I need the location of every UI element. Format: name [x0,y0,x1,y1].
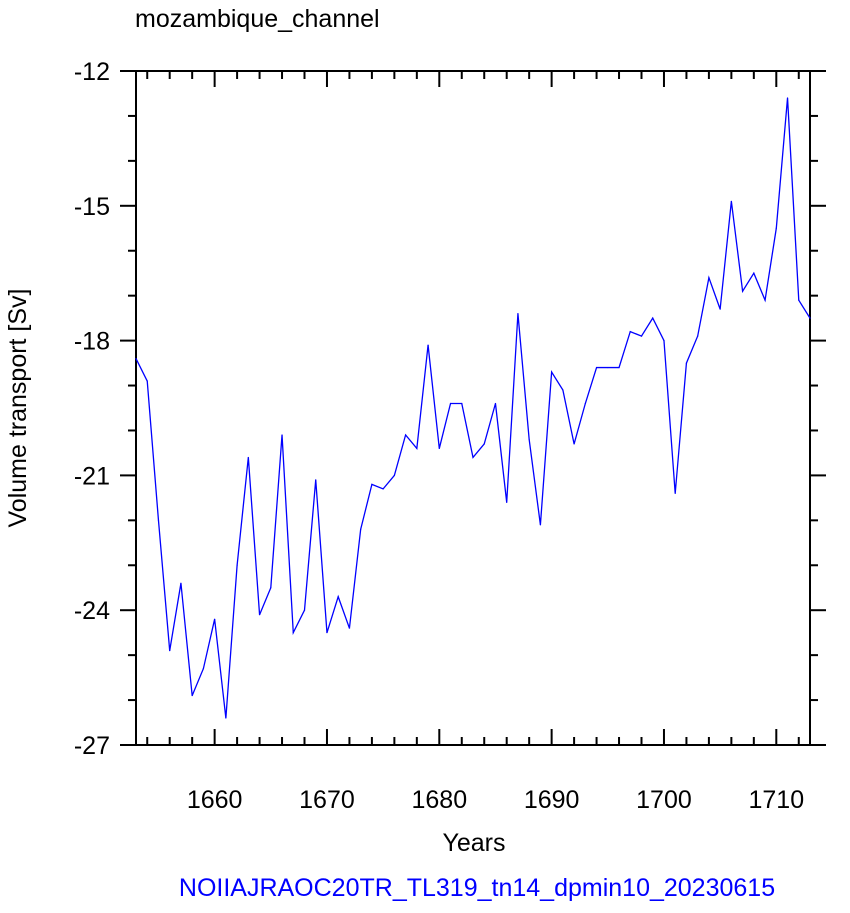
data-point [573,443,575,445]
data-point [629,331,631,333]
data-point [652,317,654,319]
x-tick-label: 1690 [524,786,580,814]
data-point [528,438,530,441]
data-point [315,479,317,481]
data-point [236,564,238,566]
data-point [202,668,204,670]
y-tick-label: -21 [74,462,110,490]
footer-text: NOIIAJRAOC20TR_TL319_tn14_dpmin10_202306… [179,874,775,902]
chart-title: mozambique_channel [135,5,380,33]
x-axis: 1660 1670 1680 1690 1700 1710 [146,71,804,814]
data-point [551,371,553,373]
data-point [764,299,766,301]
data-point [303,609,306,611]
data-point [742,290,744,292]
data-point [247,456,249,459]
data-point [640,335,643,337]
data-point [517,313,519,315]
data-point [506,501,508,503]
data-point [281,434,283,436]
data-point [472,456,474,459]
data-point [618,366,620,369]
x-tick-label: 1700 [636,786,692,814]
data-point [438,447,440,450]
data-point [214,618,216,620]
data-point [337,596,339,598]
x-tick-label: 1670 [299,786,355,814]
y-tick-label: -27 [74,732,110,760]
data-point [730,200,732,202]
data-point [663,340,665,342]
data-point [775,227,777,229]
data-point [697,335,699,337]
data-point [674,492,676,494]
data-point [135,357,137,360]
data-point [427,344,429,346]
data-point [157,519,160,521]
data-point [169,650,171,652]
data-point [753,272,755,274]
data-point [562,389,564,391]
data-point [494,402,497,405]
data-point [292,632,294,634]
x-tick-label: 1660 [187,786,243,814]
data-point [270,587,272,589]
y-tick-label: -15 [74,193,110,221]
data-point [708,277,710,279]
data-point [180,582,182,584]
y-tick-label: -12 [74,58,110,86]
y-axis: -27 -24 -21 -18 -15 -12 [74,58,826,760]
y-axis-label: Volume transport [Sv] [4,288,32,527]
y-tick-label: -18 [74,328,110,356]
data-point [786,97,789,99]
data-point [595,366,598,369]
data-point [809,317,811,319]
y-tick-label: -24 [74,597,110,625]
data-point [607,366,609,369]
data-point [382,488,384,490]
data-point [348,627,351,629]
data-point [146,380,148,382]
data-point [719,308,721,310]
data-point [393,474,395,476]
series-layer [135,97,811,719]
data-point [685,362,688,364]
data-point [416,447,418,450]
data-point [326,632,328,634]
data-point [371,483,373,485]
data-point [539,524,542,526]
plot-border [135,70,811,746]
data-point [461,402,463,405]
data-point [798,299,800,301]
data-point [483,443,485,445]
series-line [135,97,811,719]
x-axis-label: Years [442,829,505,857]
data-point [225,717,227,719]
data-point [258,614,261,616]
plot-frame [135,70,811,746]
data-point [405,434,407,436]
x-tick-label: 1710 [748,786,804,814]
x-tick-label: 1680 [411,786,467,814]
data-point [191,694,193,697]
data-point [360,528,362,530]
data-point [584,402,586,405]
data-point [449,402,452,405]
